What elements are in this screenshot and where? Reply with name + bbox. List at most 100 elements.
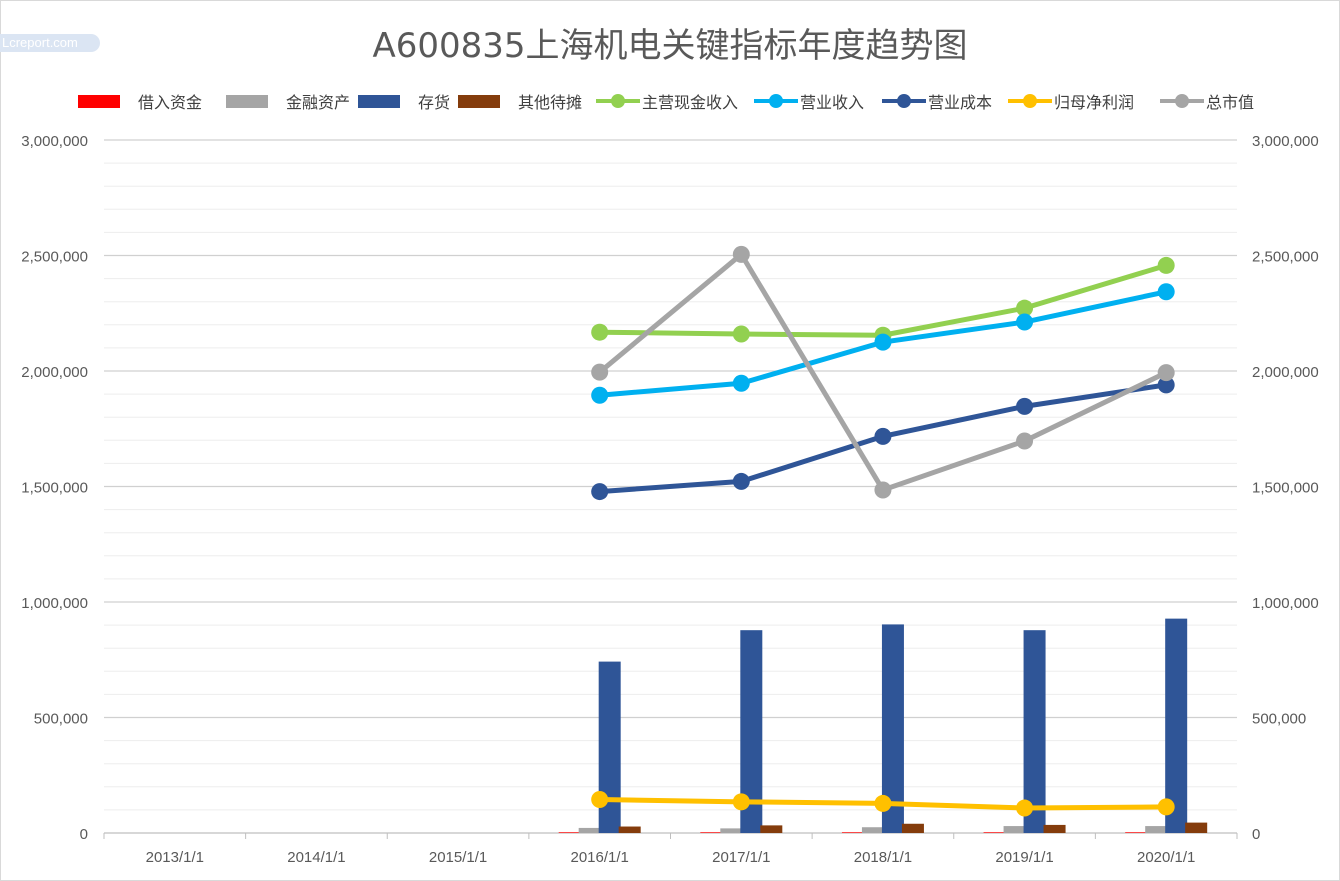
bar — [618, 826, 641, 833]
bar — [1043, 824, 1066, 833]
y2-tick-label: 500,000 — [1252, 711, 1306, 728]
legend-swatch — [596, 94, 640, 108]
legend-label: 归母净利润 — [1054, 93, 1135, 112]
y2-tick-label: 2,500,000 — [1252, 249, 1319, 266]
data-point — [1016, 432, 1034, 450]
x-tick-label: 2020/1/1 — [1137, 849, 1195, 866]
data-point — [591, 483, 609, 501]
data-point — [874, 333, 892, 351]
data-point — [1016, 313, 1034, 331]
axes: 0 500,000 1,000,000 1,500,000 2,000,000 2,500… — [21, 133, 1318, 866]
bar — [1003, 826, 1026, 833]
bar — [1185, 822, 1208, 833]
legend-swatch — [1160, 94, 1204, 108]
y-tick-label: 500,000 — [34, 711, 88, 728]
gridlines — [104, 139, 1237, 811]
legend-label: 存货 — [418, 93, 451, 112]
legend-label: 金融资产 — [286, 93, 351, 112]
x-tick-label: 2018/1/1 — [854, 849, 912, 866]
bar — [760, 825, 783, 833]
bar — [720, 828, 743, 833]
data-point — [732, 472, 750, 490]
data-point — [1157, 256, 1175, 274]
legend-swatch — [882, 94, 926, 108]
legend-item: 总市值 — [1160, 89, 1254, 113]
y2-tick-label: 0 — [1252, 826, 1260, 843]
y-tick-label: 0 — [80, 826, 88, 843]
y2-tick-label: 3,000,000 — [1252, 133, 1319, 150]
bar — [1165, 618, 1188, 833]
legend-item: 借入资金 — [78, 89, 202, 113]
bar — [861, 827, 884, 833]
legend-swatch — [1008, 94, 1052, 108]
legend-swatch — [78, 94, 120, 108]
x-tick-label: 2017/1/1 — [712, 849, 770, 866]
bar — [983, 832, 1006, 833]
bar — [578, 827, 601, 833]
legend-item: 主营现金收入 — [596, 89, 738, 113]
legend-item: 营业收入 — [754, 89, 864, 113]
bar — [700, 832, 723, 833]
bar — [841, 832, 864, 833]
legend-swatch — [358, 94, 400, 108]
bar — [1023, 630, 1046, 833]
data-point — [732, 374, 750, 392]
y-tick-label: 1,500,000 — [21, 480, 88, 497]
data-point — [1157, 798, 1175, 816]
y-tick-label: 2,500,000 — [21, 249, 88, 266]
legend-label: 营业成本 — [928, 93, 993, 112]
y2-tick-label: 2,000,000 — [1252, 364, 1319, 381]
legend-item: 金融资产 — [226, 89, 350, 113]
data-point — [874, 427, 892, 445]
legend-swatch — [754, 94, 798, 108]
data-point — [874, 794, 892, 812]
x-tick-label: 2014/1/1 — [287, 849, 345, 866]
legend-label: 其他待摊 — [518, 93, 583, 112]
y2-tick-label: 1,500,000 — [1252, 480, 1319, 497]
data-point — [732, 793, 750, 811]
legend-swatch — [226, 94, 268, 108]
x-tick-label: 2013/1/1 — [146, 849, 204, 866]
lines — [591, 245, 1175, 817]
data-point — [1016, 799, 1034, 817]
legend-label: 营业收入 — [800, 93, 865, 112]
bar — [558, 832, 581, 833]
data-point — [1016, 299, 1034, 317]
y-tick-label: 1,000,000 — [21, 595, 88, 612]
x-tick-label: 2019/1/1 — [995, 849, 1053, 866]
data-point — [732, 245, 750, 263]
bar — [598, 661, 621, 833]
data-point — [1157, 364, 1175, 382]
legend-item: 归母净利润 — [1008, 89, 1134, 113]
data-point — [1157, 283, 1175, 301]
bar — [740, 630, 763, 833]
bar — [881, 624, 904, 833]
watermark: Lcreport.com — [0, 34, 100, 52]
y2-tick-label: 1,000,000 — [1252, 595, 1319, 612]
data-point — [591, 791, 609, 809]
data-point — [732, 325, 750, 343]
data-point — [591, 363, 609, 381]
legend-label: 总市值 — [1206, 93, 1255, 112]
bar — [1125, 832, 1148, 833]
data-point — [1157, 376, 1175, 394]
y-tick-label: 3,000,000 — [21, 133, 88, 150]
legend-label: 借入资金 — [138, 93, 203, 112]
legend-item: 其他待摊 — [458, 89, 582, 113]
data-point — [591, 323, 609, 341]
data-point — [591, 386, 609, 404]
data-point — [874, 481, 892, 499]
legend-item: 存货 — [358, 89, 450, 113]
data-point — [1016, 397, 1034, 415]
legend-label: 主营现金收入 — [642, 93, 739, 112]
x-tick-label: 2015/1/1 — [429, 849, 487, 866]
x-tick-label: 2016/1/1 — [570, 849, 628, 866]
legend-swatch — [458, 94, 500, 108]
bars — [558, 618, 1208, 833]
legend-item: 营业成本 — [882, 89, 992, 113]
chart-title: A600835上海机电关键指标年度趋势图 — [372, 26, 968, 66]
y-tick-label: 2,000,000 — [21, 364, 88, 381]
bar — [901, 823, 924, 833]
bar — [1145, 826, 1168, 833]
